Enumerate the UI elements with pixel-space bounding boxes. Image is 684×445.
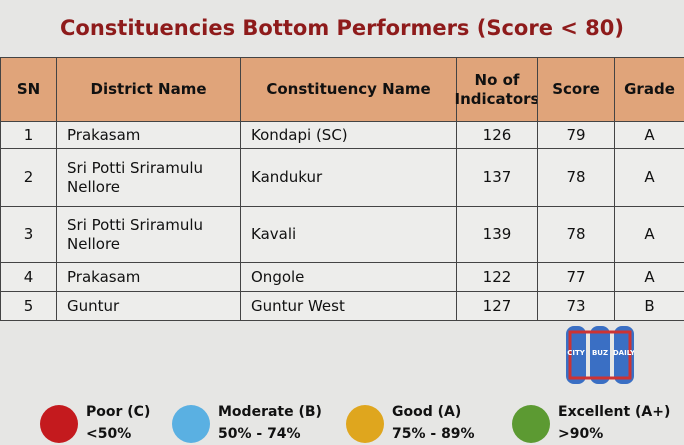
header-cell: Grade xyxy=(614,57,684,122)
table-cell: Sri Potti Sriramulu Nellore xyxy=(56,206,241,263)
logo-shape xyxy=(568,330,632,380)
legend-label: Excellent (A+) xyxy=(558,404,671,420)
header-cell: SN xyxy=(0,57,57,122)
header-cell: No of Indicators xyxy=(455,57,540,122)
logo-text: DAILY xyxy=(613,349,634,357)
title: Constituencies Bottom Performers (Score … xyxy=(60,16,624,40)
legend-item: Poor (C) <50% xyxy=(40,402,200,445)
legend-swatch xyxy=(346,405,384,443)
table-cell: A xyxy=(614,121,684,149)
legend-item: Good (A) 75% - 89% xyxy=(346,402,506,445)
legend-swatch xyxy=(172,405,210,443)
table-cell: Ongole xyxy=(240,262,457,292)
legend-label: Poor (C) xyxy=(86,404,151,420)
table-cell: 78 xyxy=(537,206,615,263)
logo: CITY BUZ DAILY xyxy=(566,326,634,384)
table-cell: 3 xyxy=(0,206,57,263)
legend-label: Moderate (B) xyxy=(218,404,322,420)
table-cell: A xyxy=(614,206,684,263)
legend-swatch xyxy=(40,405,78,443)
table-cell: Prakasam xyxy=(56,121,241,149)
table-cell: 4 xyxy=(0,262,57,292)
table-cell: B xyxy=(614,291,684,321)
table-cell: Kavali xyxy=(240,206,457,263)
legend-item: Excellent (A+) >90% xyxy=(512,402,672,445)
table-cell: 73 xyxy=(537,291,615,321)
table-cell: A xyxy=(614,262,684,292)
header-cell: Score xyxy=(537,57,615,122)
table-cell: 5 xyxy=(0,291,57,321)
table-cell: 126 xyxy=(456,121,538,149)
legend-range: 50% - 74% xyxy=(218,426,301,442)
legend-range: >90% xyxy=(558,426,604,442)
table-cell: 137 xyxy=(456,148,538,207)
table-cell: 127 xyxy=(456,291,538,321)
legend-range: 75% - 89% xyxy=(392,426,475,442)
header-cell: District Name xyxy=(56,57,241,122)
legend-swatch xyxy=(512,405,550,443)
table-cell: Prakasam xyxy=(56,262,241,292)
table-cell: 77 xyxy=(537,262,615,292)
logo-text: BUZ xyxy=(592,349,608,357)
table-cell: Sri Potti Sriramulu Nellore xyxy=(56,148,241,207)
table-cell: 2 xyxy=(0,148,57,207)
table-cell: Kandukur xyxy=(240,148,457,207)
table-cell: 78 xyxy=(537,148,615,207)
table-cell: Guntur xyxy=(56,291,241,321)
table-cell: Guntur West xyxy=(240,291,457,321)
legend-range: <50% xyxy=(86,426,132,442)
legend-item: Moderate (B) 50% - 74% xyxy=(172,402,332,445)
table-cell: 139 xyxy=(456,206,538,263)
table-cell: Kondapi (SC) xyxy=(240,121,457,149)
header-cell: Constituency Name xyxy=(240,57,457,122)
legend-label: Good (A) xyxy=(392,404,462,420)
table-cell: A xyxy=(614,148,684,207)
logo-shape xyxy=(590,326,610,384)
table-cell: 1 xyxy=(0,121,57,149)
logo-text: CITY xyxy=(567,349,586,357)
table-cell: 122 xyxy=(456,262,538,292)
table-cell: 79 xyxy=(537,121,615,149)
